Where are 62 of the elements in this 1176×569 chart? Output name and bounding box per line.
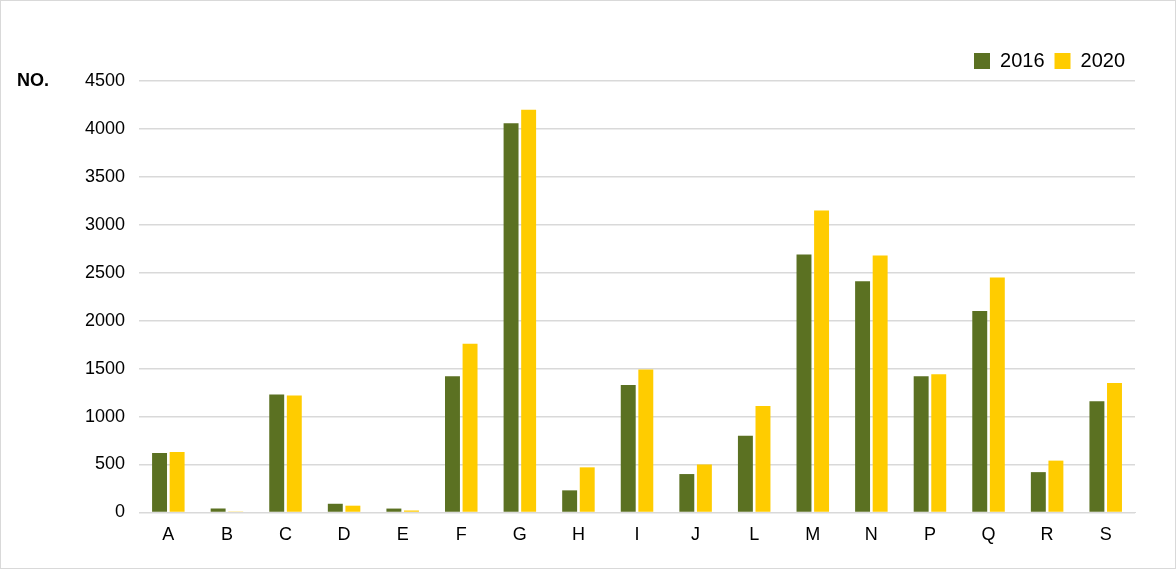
x-tick-label: G <box>512 524 527 545</box>
legend-label: 2020 <box>1080 48 1126 71</box>
bar <box>327 503 343 512</box>
y-tick-label: 0 <box>115 501 126 522</box>
bar <box>737 435 753 512</box>
bar <box>562 490 578 512</box>
bar <box>1048 460 1064 512</box>
legend-label: 2016 <box>1000 48 1045 71</box>
bar <box>989 277 1005 512</box>
bar <box>872 255 888 512</box>
bar <box>386 508 402 512</box>
x-tick-label: M <box>805 524 821 545</box>
y-tick-label: 1500 <box>85 357 126 378</box>
bar <box>620 384 636 512</box>
x-tick-label: N <box>864 524 878 545</box>
bar <box>1030 472 1046 512</box>
x-tick-label: B <box>220 524 233 545</box>
y-tick-label: 1000 <box>85 405 126 426</box>
x-tick-label: S <box>1099 524 1112 545</box>
y-tick-label: 3000 <box>85 213 126 234</box>
x-tick-label: I <box>634 524 640 545</box>
x-tick-label: L <box>749 524 760 545</box>
bar <box>972 311 988 512</box>
y-tick-label: 4000 <box>85 117 126 138</box>
x-tick-label: Q <box>981 524 996 545</box>
bar <box>286 395 302 512</box>
bar <box>1089 401 1105 512</box>
x-tick-label: R <box>1040 524 1054 545</box>
x-tick-label: J <box>691 524 701 545</box>
bar <box>579 467 595 512</box>
y-tick-label: 500 <box>95 453 126 474</box>
bar <box>855 281 871 512</box>
bar <box>814 210 830 512</box>
bar <box>152 452 168 512</box>
y-tick-label: 2000 <box>85 309 126 330</box>
bar <box>445 376 460 512</box>
bar <box>638 369 654 512</box>
x-tick-label: H <box>571 524 585 545</box>
x-tick-label: D <box>337 524 351 545</box>
bar <box>269 394 285 512</box>
x-tick-label: F <box>455 524 467 545</box>
y-axis-title: NO. <box>17 69 50 90</box>
bar <box>345 505 361 512</box>
bar <box>913 376 929 512</box>
bar <box>210 508 226 512</box>
bar <box>462 343 478 512</box>
x-tick-label: C <box>279 524 293 545</box>
x-tick-label: A <box>162 524 175 545</box>
bar <box>521 109 537 512</box>
y-tick-label: 2500 <box>85 261 126 282</box>
y-tick-label: 4500 <box>85 69 126 90</box>
bar <box>796 254 812 512</box>
bar <box>679 474 695 512</box>
bar <box>931 374 947 512</box>
y-tick-label: 3500 <box>85 165 126 186</box>
bar <box>696 464 712 512</box>
bar <box>755 405 771 512</box>
x-tick-label: P <box>923 524 936 545</box>
x-tick-label: E <box>396 524 409 545</box>
bar <box>503 123 519 512</box>
bar <box>169 452 185 512</box>
bar <box>1107 382 1122 512</box>
